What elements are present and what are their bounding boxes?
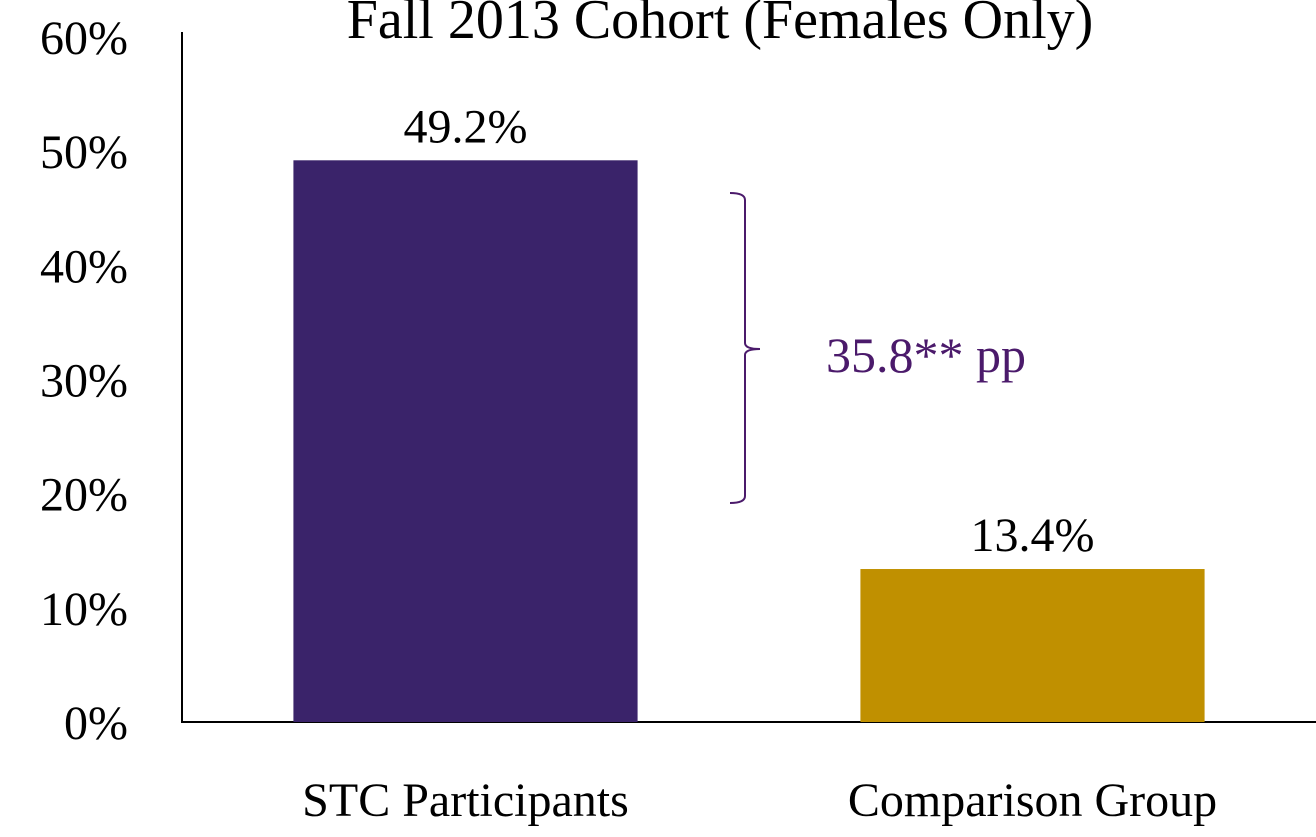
y-tick-label: 10% — [40, 583, 128, 636]
bracket — [729, 192, 761, 504]
y-tick-label: 0% — [64, 697, 128, 750]
bar — [293, 160, 638, 723]
y-tick-label: 20% — [40, 469, 128, 522]
x-tick-label: STC Participants — [302, 774, 629, 827]
value-label: 49.2% — [404, 100, 528, 153]
x-tick-label: Comparison Group — [848, 774, 1217, 827]
y-tick-label: 50% — [40, 126, 128, 179]
y-tick-label: 40% — [40, 240, 128, 293]
bar — [860, 569, 1205, 722]
value-label: 13.4% — [971, 509, 1095, 562]
y-tick-label: 30% — [40, 355, 128, 408]
annotation: 35.8** pp — [826, 327, 1026, 383]
y-tick-label: 60% — [40, 12, 128, 65]
chart-title: Fall 2013 Cohort (Females Only) — [347, 0, 1094, 51]
